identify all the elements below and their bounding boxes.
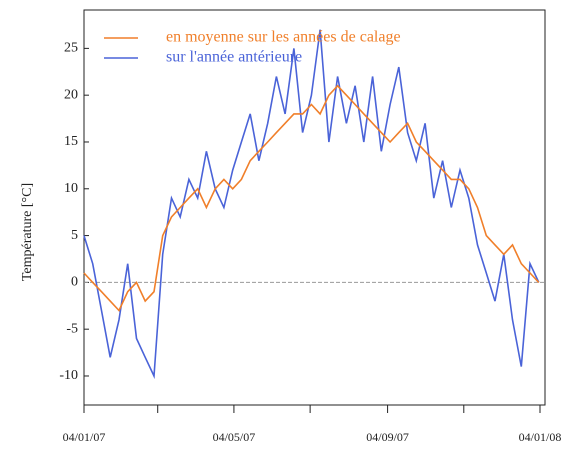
- x-tick-label: 04/01/07: [63, 430, 106, 444]
- y-axis-label: Température [°C]: [20, 183, 35, 281]
- y-tick-label: 5: [71, 228, 78, 243]
- y-tick-label: 20: [64, 87, 78, 102]
- series-line: [83, 84, 540, 312]
- plot-frame: [83, 9, 546, 406]
- x-tick-label: 04/01/08: [519, 430, 562, 444]
- x-tick-label: 04/05/07: [213, 430, 256, 444]
- y-tick-label: 25: [64, 41, 78, 56]
- x-tick-label: 04/09/07: [366, 430, 409, 444]
- y-tick-label: 15: [64, 134, 78, 149]
- series-line: [83, 29, 540, 380]
- legend-label: en moyenne sur les années de calage: [166, 29, 401, 46]
- legend-label: sur l'année antérieure: [166, 49, 302, 66]
- y-tick-label: 0: [71, 275, 78, 290]
- y-tick-label: -5: [66, 321, 78, 336]
- y-tick-label: 10: [64, 181, 78, 196]
- y-tick-label: -10: [59, 368, 78, 383]
